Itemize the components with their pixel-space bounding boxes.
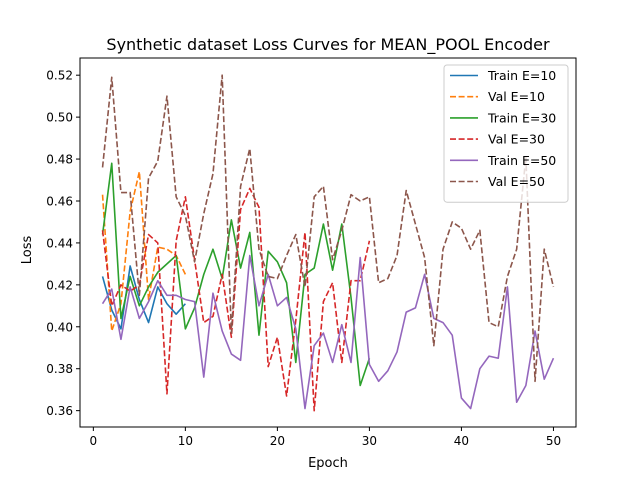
legend-label-train-e-30: Train E=30 bbox=[487, 110, 556, 125]
series-line-train-e-50 bbox=[101, 254, 555, 410]
chart-title: Synthetic dataset Loss Curves for MEAN_P… bbox=[106, 35, 550, 55]
chart-legend: Train E=10 Val E=10 Train E=30 Val E=30 Trai… bbox=[443, 64, 569, 203]
x-tick-label: 0 bbox=[90, 434, 98, 448]
legend-label-train-e-50: Train E=50 bbox=[487, 153, 556, 168]
series-line-train-e-30 bbox=[101, 162, 371, 387]
x-axis-label: Epoch bbox=[308, 456, 348, 471]
legend-label-val-e-30: Val E=30 bbox=[488, 132, 545, 147]
y-tick-label: 0.46 bbox=[46, 194, 73, 208]
x-tick-label: 20 bbox=[270, 434, 285, 448]
legend-label-val-e-10: Val E=10 bbox=[488, 89, 545, 104]
x-tick-label: 50 bbox=[546, 434, 561, 448]
x-axis-ticks: 0 10 20 30 40 50 bbox=[90, 427, 561, 448]
y-tick-label: 0.42 bbox=[46, 278, 73, 292]
legend-label-train-e-10: Train E=10 bbox=[487, 68, 556, 83]
plot-frame bbox=[79, 57, 577, 428]
y-tick-label: 0.50 bbox=[46, 111, 73, 125]
series-line-val-e-30 bbox=[101, 187, 371, 412]
y-tick-label: 0.48 bbox=[46, 153, 73, 167]
x-tick-label: 10 bbox=[178, 434, 193, 448]
x-tick-label: 40 bbox=[454, 434, 469, 448]
y-axis-label: Loss bbox=[20, 236, 35, 265]
series-line-val-e-50 bbox=[101, 74, 555, 383]
x-tick-label: 30 bbox=[362, 434, 377, 448]
plot-lines bbox=[101, 74, 555, 412]
y-tick-label: 0.44 bbox=[46, 236, 73, 250]
y-tick-label: 0.38 bbox=[46, 362, 73, 376]
y-tick-label: 0.36 bbox=[46, 404, 73, 418]
legend-label-val-e-50: Val E=50 bbox=[488, 174, 545, 189]
y-axis-ticks: 0.36 0.38 0.40 0.42 0.44 0.46 0.48 0.50 0.52 bbox=[46, 69, 80, 418]
legend-box bbox=[443, 64, 569, 203]
y-tick-label: 0.40 bbox=[46, 320, 73, 334]
y-tick-label: 0.52 bbox=[46, 69, 73, 83]
